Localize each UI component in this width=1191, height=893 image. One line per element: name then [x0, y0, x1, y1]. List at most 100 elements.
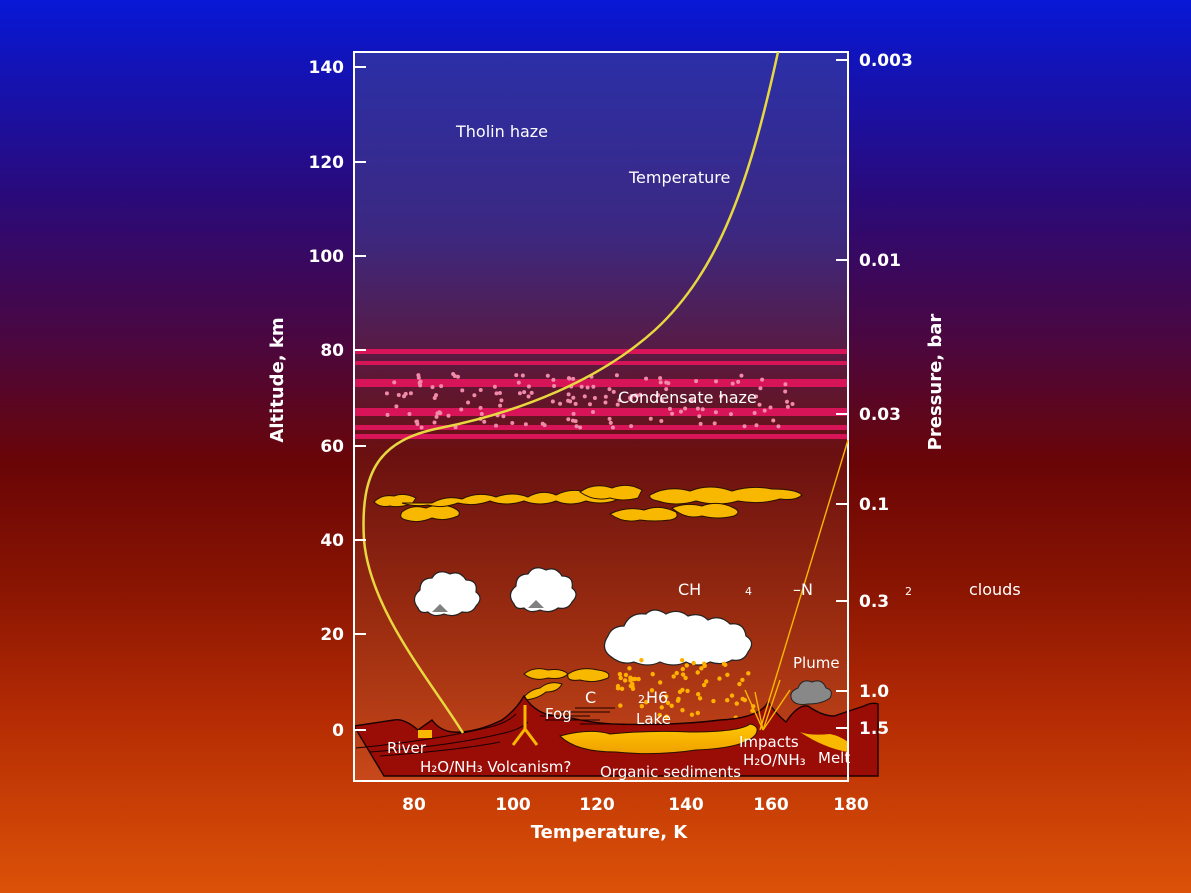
rain-drop	[644, 700, 649, 705]
haze-dot	[739, 373, 744, 378]
haze-dot	[385, 412, 390, 417]
temperature-curve	[362, 51, 780, 734]
haze-dot	[578, 425, 583, 430]
haze-dot	[460, 388, 465, 393]
rain-drop	[734, 701, 739, 706]
haze-dot	[757, 402, 762, 407]
haze-dot	[552, 384, 557, 389]
y-left-tick: 0	[332, 721, 344, 741]
haze-dot	[648, 416, 653, 421]
rain-drop	[618, 703, 623, 708]
haze-dot	[664, 387, 669, 392]
label-ch4-ch: CH	[678, 580, 701, 599]
rain-drop	[619, 686, 625, 692]
rain-drop	[695, 710, 701, 716]
haze-dot	[418, 379, 423, 384]
haze-dot	[644, 376, 649, 381]
haze-dot	[466, 400, 471, 405]
right-axis-ticks	[836, 59, 848, 729]
haze-dot	[516, 380, 521, 385]
haze-dot	[607, 416, 612, 421]
y-right-tick: 1.0	[859, 682, 889, 702]
bottom-axis-tick-labels: 80 100 120 140 160 180	[402, 795, 869, 815]
haze-dot	[392, 380, 397, 385]
right-axis-tick-labels: 0.003 0.01 0.03 0.1 0.3 1.0 1.5	[859, 51, 913, 739]
y-right-tick: 0.003	[859, 51, 913, 71]
haze-dot	[499, 398, 504, 403]
label-condensate-haze: Condensate haze	[618, 388, 757, 407]
haze-dot	[603, 394, 608, 399]
haze-dot	[667, 406, 672, 411]
haze-dot	[494, 423, 499, 428]
haze-dot	[437, 410, 442, 415]
rain-drop	[664, 694, 669, 699]
haze-dot	[615, 402, 620, 407]
haze-dot	[659, 418, 664, 423]
haze-dot	[432, 420, 437, 425]
haze-dot	[571, 411, 576, 416]
rain-drop	[659, 705, 664, 710]
haze-dot	[478, 387, 483, 392]
haze-dot	[587, 402, 592, 407]
rain-drop	[627, 666, 632, 671]
label-organic-sediments: Organic sediments	[600, 763, 741, 781]
haze-dot	[498, 403, 503, 408]
rain-drop	[680, 708, 685, 713]
haze-dot	[573, 401, 578, 406]
rain-drop	[671, 674, 676, 679]
haze-dot	[689, 398, 694, 403]
volcano-conduit	[511, 705, 539, 746]
haze-dot	[713, 410, 718, 415]
rain-drop	[746, 671, 751, 676]
rain-drop	[725, 697, 730, 703]
haze-dot	[617, 398, 622, 403]
label-ch4-subscript: 4	[745, 585, 752, 598]
haze-dot	[730, 381, 735, 386]
haze-dot	[603, 400, 608, 405]
haze-dot	[529, 390, 534, 395]
haze-dot	[638, 392, 643, 397]
rain-drop	[737, 681, 742, 687]
rain-drop	[701, 661, 707, 666]
haze-dot	[633, 393, 638, 398]
methane-cloud-layer	[373, 484, 803, 523]
rain-drop	[658, 680, 663, 685]
left-axis-tick-labels: 140 120 100 80 60 40 20 0	[309, 58, 345, 741]
haze-dot	[446, 413, 451, 418]
y-right-tick: 0.01	[859, 251, 901, 271]
haze-dot	[591, 409, 596, 414]
haze-dot	[520, 373, 525, 378]
y-left-tick: 20	[320, 625, 344, 645]
rain-drop	[650, 671, 655, 677]
rain-drop	[628, 683, 634, 689]
label-impacts: Impacts	[739, 733, 799, 751]
haze-dot	[695, 406, 700, 411]
rain-drop	[689, 712, 695, 717]
haze-dot	[768, 405, 773, 410]
rain-drop	[729, 693, 735, 698]
rain-drop	[699, 666, 704, 671]
rain-drop	[680, 672, 686, 677]
haze-dot	[666, 381, 671, 386]
label-n2-subscript: 2	[905, 585, 912, 598]
haze-dot	[592, 395, 597, 400]
haze-dot	[678, 409, 683, 414]
rain-drop	[622, 678, 628, 683]
melt-pool	[800, 732, 848, 752]
x-tick: 100	[495, 795, 531, 815]
y-left-tick: 80	[320, 341, 344, 361]
y-left-axis-title: Altitude, km	[267, 317, 288, 442]
rain-drop	[742, 697, 748, 703]
haze-dot	[752, 410, 757, 415]
haze-dot	[394, 404, 399, 409]
y-left-tick: 40	[320, 531, 344, 551]
haze-dot	[571, 376, 576, 381]
haze-dots	[384, 372, 795, 430]
haze-dot	[582, 394, 587, 399]
haze-dot	[658, 376, 663, 381]
haze-dot	[585, 385, 590, 390]
haze-dot	[523, 422, 528, 427]
haze-dot	[566, 392, 571, 397]
haze-dot	[479, 411, 484, 416]
rain-drop	[697, 696, 703, 701]
